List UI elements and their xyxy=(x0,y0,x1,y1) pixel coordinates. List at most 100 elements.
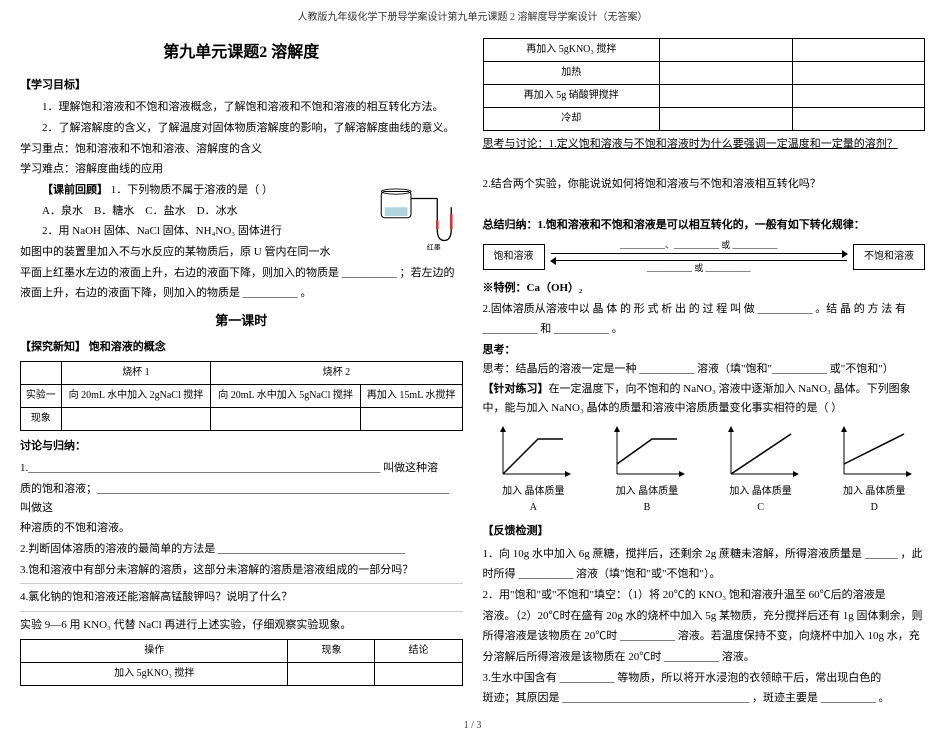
experiment-table-3: 再加入 5gKNO₃ 搅拌 加热 再加入 5g 硝酸钾搅拌 冷却 xyxy=(483,38,926,131)
r3-text: 思考：结晶后的溶液一定是一种 __________ 溶液（填"饱和"______… xyxy=(483,363,894,375)
discuss-3: 3.饱和溶液中有部分未溶解的溶质，这部分未溶解的溶质是溶液组成的一部分吗？ xyxy=(20,561,463,580)
t3-r2-c xyxy=(792,62,924,85)
t3-r1-b xyxy=(660,39,792,62)
difficulty-text: 学习难点：溶解度曲线的应用 xyxy=(20,160,463,179)
explore-title: 【探究新知】 饱和溶液的概念 xyxy=(20,338,463,357)
t2-r1-c2 xyxy=(288,662,375,685)
practice-line: 【针对练习】在一定温度下，向不饱和的 NaNO₃ 溶液中逐渐加入 NaNO₃ 晶… xyxy=(483,380,926,417)
chart-c: 加入 晶体质量 C xyxy=(716,424,806,516)
think-text: 思考与讨论：1.定义饱和溶液与不饱和溶液时为什么要强调一定温度和一定量的溶剂？ xyxy=(483,138,898,150)
t1-r1-label: 实验一 xyxy=(21,384,62,407)
chart-d: 加入 晶体质量 D xyxy=(829,424,919,516)
t3-r4-c xyxy=(792,108,924,131)
feedback-title: 【反馈检测】 xyxy=(483,522,926,541)
fb2: 2．用"饱和"或"不饱和"填空：（1）将 20℃的 KNO₃ 饱和溶液升温至 6… xyxy=(483,586,926,605)
right-r2: 2.固体溶质从溶液中以 晶 体 的 形 式 析 出 的 过 程 叫 做 ____… xyxy=(483,300,926,319)
special-case: ※特例：Ca（OH）₂ xyxy=(483,279,926,298)
t3-r2-b xyxy=(660,62,792,85)
chart-d-label: D xyxy=(829,500,919,516)
discuss-2: 2.判断固体溶质的溶液的最简单的方法是 ____________________… xyxy=(20,540,463,559)
discuss-title: 讨论与归纳： xyxy=(20,437,463,456)
page-footer: 1 / 3 xyxy=(20,718,925,734)
goal-2: 2．了解溶解度的含义，了解温度对固体物质溶解度的影响，了解溶解度曲线的意义。 xyxy=(20,119,463,138)
chart-a-xlabel: 加入 晶体质量 xyxy=(488,484,578,500)
think-discuss: 思考与讨论：1.定义饱和溶液与不饱和溶液时为什么要强调一定温度和一定量的溶剂？ xyxy=(483,135,926,154)
right-column: 再加入 5gKNO₃ 搅拌 加热 再加入 5g 硝酸钾搅拌 冷却 思考与讨论：1… xyxy=(483,34,926,710)
divider xyxy=(20,583,463,584)
two-column-layout: 第九单元课题2 溶解度 【学习目标】 1．理解饱和溶液和不饱和溶液概念，了解饱和… xyxy=(20,34,925,710)
arrow-right-icon xyxy=(551,253,848,254)
t1-r1-c1: 向 20mL 水中加入 2gNaCl 搅拌 xyxy=(61,384,211,407)
t1-h2: 烧杯 2 xyxy=(211,361,462,384)
goals-heading: 【学习目标】 xyxy=(20,76,463,95)
pretest-q1: 1．下列物质不属于溶液的是（ ） xyxy=(111,184,273,196)
t3-r4-b xyxy=(660,108,792,131)
experiment-table-2: 操作 现象 结论 加入 5gKNO₃ 搅拌 xyxy=(20,639,463,686)
pretest-title: 【课前回顾】 xyxy=(42,184,108,196)
t2-r1: 加入 5gKNO₃ 搅拌 xyxy=(21,662,288,685)
main-title: 第九单元课题2 溶解度 xyxy=(20,40,463,66)
special-text: ※特例：Ca（OH）₂ xyxy=(483,282,583,294)
t1-r2-label: 现象 xyxy=(21,407,62,430)
summary-text: 总结归纳：1.饱和溶液和不饱和溶液是可以相互转化的，一般有如下转化规律： xyxy=(483,219,865,231)
t2-h2: 现象 xyxy=(288,639,375,662)
lesson1-title: 第一课时 xyxy=(20,311,463,332)
fb1b: 时所得 __________ 溶液（填"饱和"或"不饱和"）。 xyxy=(483,565,926,584)
fb3b: 斑迹；其原因是 ________________________________… xyxy=(483,689,926,708)
t1-h1: 烧杯 1 xyxy=(61,361,211,384)
discuss-1: 1.______________________________________… xyxy=(20,459,463,478)
t1-r1-c3: 再加入 15mL 水搅拌 xyxy=(360,384,462,407)
box-unsaturated: 不饱和溶液 xyxy=(853,244,925,270)
chart-a: 加入 晶体质量 A xyxy=(488,424,578,516)
discuss-4: 4.氯化钠的饱和溶液还能溶解高锰酸钾吗？说明了什么？ xyxy=(20,588,463,607)
right-line2: 2.结合两个实验，你能说说如何将饱和溶液与不饱和溶液相互转化吗？ xyxy=(483,175,926,194)
chart-b-label: B xyxy=(602,500,692,516)
arrows-wrap: __________、__________ 或 __________ _____… xyxy=(551,238,848,275)
t3-r2: 加热 xyxy=(483,62,660,85)
focus-text: 学习重点：饱和溶液和不饱和溶液、溶解度的含义 xyxy=(20,140,463,159)
t1-blank xyxy=(21,361,62,384)
t3-r3: 再加入 5g 硝酸钾搅拌 xyxy=(483,85,660,108)
chart-c-xlabel: 加入 晶体质量 xyxy=(716,484,806,500)
chart-c-label: C xyxy=(716,500,806,516)
t3-r3-b xyxy=(660,85,792,108)
t2-h3: 结论 xyxy=(375,639,462,662)
t1-r2-c2 xyxy=(211,407,361,430)
apparatus-diagram: 红墨 xyxy=(373,181,463,251)
fb1: 1．向 10g 水中加入 6g 蔗糖，搅拌后，还剩余 2g 蔗糖未溶解，所得溶液… xyxy=(483,545,926,564)
arrow-bot-label: __________ 或 __________ xyxy=(551,261,848,275)
fb2b: 溶液。（2）20℃时在盛有 20g 水的烧杯中加入 5g 某物质，充分搅拌后还有… xyxy=(483,607,926,626)
discuss-1c: 种溶质的不饱和溶液。 xyxy=(20,519,463,538)
right-r3: 思考：思考：结晶后的溶液一定是一种 __________ 溶液（填"饱和"___… xyxy=(483,341,926,378)
opt-a: A．泉水 xyxy=(42,205,83,217)
fb2d: 分溶解后所得溶液是该物质在 20℃时 __________ 溶液。 xyxy=(483,648,926,667)
t3-r1-c xyxy=(792,39,924,62)
left-column: 第九单元课题2 溶解度 【学习目标】 1．理解饱和溶液和不饱和溶液概念，了解饱和… xyxy=(20,34,463,710)
discuss-1b: 质的饱和溶液；_________________________________… xyxy=(20,480,463,517)
goal-1: 1．理解饱和溶液和不饱和溶液概念，了解饱和溶液和不饱和溶液的相互转化方法。 xyxy=(20,98,463,117)
experiment-table-1: 烧杯 1 烧杯 2 实验一 向 20mL 水中加入 2gNaCl 搅拌 向 20… xyxy=(20,361,463,431)
chart-d-xlabel: 加入 晶体质量 xyxy=(829,484,919,500)
t1-r2-c3 xyxy=(360,407,462,430)
fb2c: 所得溶液是该物质在 20℃时 __________ 溶液。若温度保持不变，向烧杯… xyxy=(483,627,926,646)
conversion-diagram: 饱和溶液 __________、__________ 或 __________ … xyxy=(483,238,926,275)
arrow-top-label: __________、__________ 或 __________ xyxy=(551,238,848,252)
opt-c: C．盐水 xyxy=(145,205,185,217)
practice-title: 【针对练习】 xyxy=(483,383,549,395)
svg-text:红墨: 红墨 xyxy=(426,242,440,251)
chart-a-label: A xyxy=(488,500,578,516)
t2-r1-c3 xyxy=(375,662,462,685)
opt-d: D．冰水 xyxy=(197,205,238,217)
chart-b: 加入 晶体质量 B xyxy=(602,424,692,516)
charts-row: 加入 晶体质量 A 加入 晶体质量 B 加入 晶体质量 C xyxy=(483,424,926,516)
fb3: 3.生水中国含有 __________ 等物质，所以将开水浸泡的衣领晾干后，常出… xyxy=(483,669,926,688)
chart-b-xlabel: 加入 晶体质量 xyxy=(602,484,692,500)
right-r2b: __________ 和 __________ 。 xyxy=(483,320,926,339)
t3-r1: 再加入 5gKNO₃ 搅拌 xyxy=(483,39,660,62)
exp-9-6: 实验 9—6 用 KNO₃ 代替 NaCl 再进行上述实验，仔细观察实验现象。 xyxy=(20,616,463,635)
pretest-q2-c: 平面上红墨水左边的液面上升，右边的液面下降，则加入的物质是 __________… xyxy=(20,264,463,283)
box-saturated: 饱和溶液 xyxy=(483,244,545,270)
page-header: 人教版九年级化学下册导学案设计第九单元课题 2 溶解度导学案设计（无答案） xyxy=(20,10,925,26)
t3-r4: 冷却 xyxy=(483,108,660,131)
pretest-q2-d: 液面上升，右边的液面下降，则加入的物质是 __________ 。 xyxy=(20,284,463,303)
